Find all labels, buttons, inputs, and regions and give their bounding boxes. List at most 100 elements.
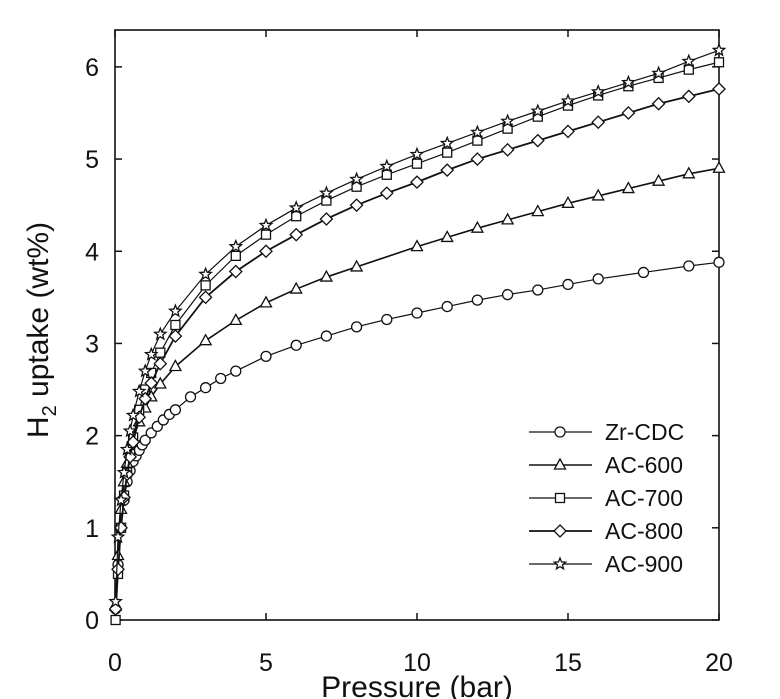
legend-marker <box>553 457 567 470</box>
data-point <box>116 464 132 479</box>
data-point <box>470 152 485 166</box>
data-point <box>318 185 334 200</box>
data-point <box>532 284 544 296</box>
data-point <box>621 106 636 120</box>
data-point <box>125 407 141 422</box>
data-point <box>651 65 667 80</box>
data-point <box>228 238 244 253</box>
series-layer <box>108 42 727 626</box>
legend-item: AC-900 <box>529 551 683 577</box>
data-point <box>143 346 159 361</box>
data-point <box>144 376 159 390</box>
data-point <box>259 295 273 308</box>
y-tick-label: 6 <box>85 54 99 82</box>
data-point <box>229 313 243 326</box>
data-point <box>530 103 546 118</box>
series-ac-900 <box>108 42 727 608</box>
data-point <box>501 212 515 225</box>
data-point <box>113 492 129 507</box>
data-point <box>411 158 423 169</box>
data-point <box>119 441 135 456</box>
y-tick-label: 5 <box>85 146 99 174</box>
data-point <box>131 383 147 398</box>
data-point <box>713 57 725 68</box>
data-point <box>153 356 168 371</box>
data-point <box>290 339 302 351</box>
data-point <box>590 83 606 99</box>
legend-marker <box>554 492 566 504</box>
data-point <box>409 146 425 161</box>
y-axis-title-rest: uptake (wt%) <box>22 222 55 405</box>
data-point <box>169 404 182 416</box>
x-axis-title: Pressure (bar) <box>321 671 513 699</box>
data-point <box>349 198 364 213</box>
data-point <box>530 133 545 148</box>
data-point <box>681 53 697 68</box>
data-point <box>682 166 696 179</box>
legend-item: AC-600 <box>529 452 683 478</box>
legend-marker <box>552 556 568 571</box>
data-point <box>152 326 168 341</box>
legend-marker <box>554 426 566 438</box>
data-point <box>230 250 241 262</box>
data-point <box>410 175 424 190</box>
data-point <box>349 171 365 186</box>
x-tick-label: 20 <box>705 649 733 677</box>
data-point <box>410 239 424 252</box>
data-point <box>712 82 726 96</box>
data-point <box>620 74 636 89</box>
data-point <box>108 593 124 608</box>
data-point <box>184 391 197 403</box>
data-point <box>167 303 183 318</box>
data-point <box>122 423 138 438</box>
data-point <box>320 330 333 342</box>
data-point <box>110 529 126 544</box>
legend-label: AC-700 <box>605 485 683 511</box>
data-point <box>683 260 695 272</box>
legend: Zr-CDC AC-600 AC-700 AC-800 AC-900 <box>529 419 684 577</box>
data-point <box>591 188 605 201</box>
data-point <box>471 294 484 306</box>
data-point <box>170 319 181 331</box>
data-point <box>319 269 333 282</box>
data-point <box>289 281 303 294</box>
data-point <box>637 266 650 279</box>
y-axis-title-main: H <box>22 416 55 438</box>
legend-item: AC-700 <box>529 485 683 511</box>
y-tick-label: 4 <box>85 238 99 266</box>
data-point <box>531 204 545 217</box>
data-point <box>440 230 454 243</box>
data-point <box>168 359 182 372</box>
data-point <box>168 329 183 343</box>
data-point <box>501 288 514 301</box>
data-point <box>137 363 153 378</box>
data-point <box>289 227 304 242</box>
data-point <box>411 307 423 319</box>
legend-item: AC-800 <box>529 518 683 544</box>
legend-marker <box>553 524 567 538</box>
data-point <box>592 273 604 285</box>
data-point <box>621 181 635 194</box>
x-tick-label: 15 <box>554 649 582 677</box>
data-point <box>442 147 453 158</box>
data-point <box>199 382 212 394</box>
data-point <box>228 264 243 279</box>
data-point <box>562 278 574 291</box>
legend-label: AC-600 <box>605 452 683 478</box>
y-tick-label: 1 <box>85 515 99 543</box>
data-point <box>215 372 227 385</box>
y-tick-label: 2 <box>85 423 99 451</box>
data-point <box>350 321 363 333</box>
legend-label: AC-900 <box>605 551 683 577</box>
data-point <box>440 163 455 178</box>
data-point <box>230 365 242 377</box>
data-point <box>439 135 455 150</box>
data-point <box>381 169 392 180</box>
data-point <box>381 313 393 326</box>
data-point <box>198 266 214 281</box>
data-point <box>288 200 304 215</box>
data-point <box>561 195 575 208</box>
legend-item: Zr-CDC <box>529 419 684 445</box>
data-point <box>472 135 483 146</box>
